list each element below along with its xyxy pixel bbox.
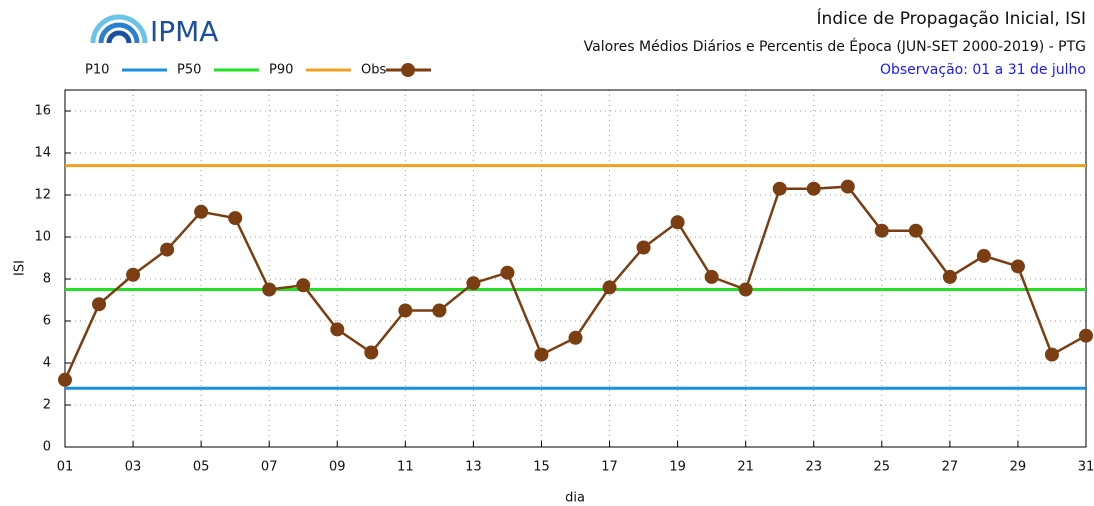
data-point xyxy=(296,278,311,293)
data-point xyxy=(1010,259,1025,274)
legend-label: P10 xyxy=(85,63,109,78)
x-tick-label: 31 xyxy=(1078,460,1094,475)
legend-label: P50 xyxy=(177,63,201,78)
logo-arc xyxy=(98,22,140,44)
data-point xyxy=(92,297,107,312)
legend-label: Obs xyxy=(361,63,386,78)
data-point xyxy=(602,280,617,295)
y-tick-label: 2 xyxy=(43,398,51,413)
data-point xyxy=(58,372,72,387)
logo-arc xyxy=(90,14,148,44)
data-point xyxy=(262,282,277,297)
logo-text: IPMA xyxy=(150,15,218,48)
data-point xyxy=(976,248,991,263)
y-tick-label: 0 xyxy=(43,440,51,455)
data-point xyxy=(194,204,209,219)
data-point xyxy=(534,347,549,362)
chart-title: Índice de Propagação Inicial, ISI xyxy=(817,7,1086,29)
data-point xyxy=(330,322,345,337)
y-tick-label: 12 xyxy=(34,188,51,203)
chart-subtitle: Valores Médios Diários e Percentis de Ép… xyxy=(584,38,1086,55)
data-point xyxy=(500,265,515,280)
x-tick-label: 27 xyxy=(942,460,959,475)
x-tick-label: 13 xyxy=(465,460,482,475)
legend-marker xyxy=(401,63,415,77)
x-tick-label: 03 xyxy=(125,460,142,475)
x-tick-label: 15 xyxy=(533,460,550,475)
data-point xyxy=(466,276,481,291)
x-tick-label: 19 xyxy=(669,460,686,475)
data-point xyxy=(228,211,243,226)
data-point xyxy=(398,303,413,318)
x-tick-label: 05 xyxy=(193,460,210,475)
x-tick-label: 17 xyxy=(601,460,618,475)
logo: IPMA xyxy=(90,14,218,48)
data-point xyxy=(874,223,889,238)
legend-label: P90 xyxy=(269,63,293,78)
data-point xyxy=(942,269,957,284)
y-tick-label: 16 xyxy=(34,104,51,119)
data-point xyxy=(704,269,719,284)
x-tick-label: 29 xyxy=(1010,460,1027,475)
data-point xyxy=(126,267,141,282)
data-point xyxy=(432,303,447,318)
x-tick-label: 25 xyxy=(874,460,891,475)
y-tick-label: 6 xyxy=(43,314,51,329)
x-tick-label: 07 xyxy=(261,460,278,475)
y-tick-label: 10 xyxy=(34,230,51,245)
data-point xyxy=(160,242,175,257)
x-tick-label: 01 xyxy=(57,460,74,475)
y-tick-label: 14 xyxy=(34,146,51,161)
chart-note: Observação: 01 a 31 de julho xyxy=(880,62,1086,78)
x-tick-label: 23 xyxy=(805,460,822,475)
y-tick-label: 8 xyxy=(43,272,51,287)
data-point xyxy=(568,330,583,345)
data-point xyxy=(364,345,379,360)
data-point xyxy=(908,223,923,238)
data-point xyxy=(636,240,651,255)
data-point xyxy=(772,181,787,196)
x-axis-label: dia xyxy=(565,491,585,506)
data-point xyxy=(840,179,855,194)
logo-arc xyxy=(106,30,132,44)
data-point xyxy=(670,215,685,230)
x-tick-label: 09 xyxy=(329,460,346,475)
data-point xyxy=(1079,328,1093,343)
x-tick-label: 21 xyxy=(737,460,754,475)
plot-frame xyxy=(64,89,1087,448)
y-axis-label: ISI xyxy=(13,260,28,276)
data-point xyxy=(1044,347,1059,362)
series-line xyxy=(63,185,1087,381)
data-point xyxy=(806,181,821,196)
x-tick-label: 11 xyxy=(397,460,414,475)
y-tick-label: 4 xyxy=(43,356,51,371)
data-point xyxy=(738,282,753,297)
